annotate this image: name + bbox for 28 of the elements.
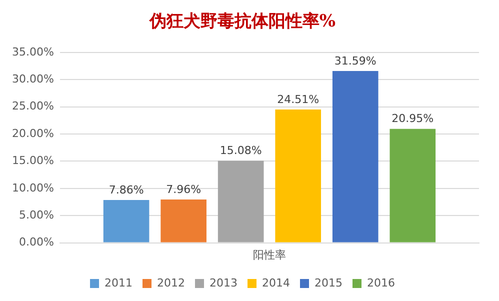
- data-label: 24.51%: [277, 92, 320, 106]
- legend-label: 2012: [157, 276, 186, 290]
- bar: [275, 109, 322, 242]
- legend-label: 2015: [314, 276, 342, 290]
- data-label: 7.86%: [108, 183, 144, 196]
- y-tick-label: 10.00%: [12, 181, 54, 194]
- bar: [103, 200, 150, 242]
- chart-title: 伪狂犬野毒抗体阳性率%: [148, 12, 336, 32]
- legend-label: 2013: [210, 276, 238, 290]
- y-tick-label: 5.00%: [18, 208, 54, 222]
- y-tick-label: 25.00%: [12, 100, 54, 113]
- y-tick-label: 20.00%: [12, 126, 54, 140]
- data-label: 7.96%: [166, 182, 202, 196]
- legend-label: 2016: [366, 276, 395, 290]
- data-label: 20.95%: [392, 112, 434, 126]
- y-tick-label: 30.00%: [12, 72, 54, 86]
- y-tick-label: 35.00%: [12, 45, 54, 58]
- bar: [390, 128, 436, 242]
- data-label: 31.59%: [334, 54, 376, 68]
- y-tick-label: 15.00%: [12, 154, 54, 168]
- bar: [218, 160, 264, 242]
- legend-label: 2014: [262, 276, 290, 290]
- x-tick-label: 阳性率: [252, 248, 286, 262]
- bar: [160, 200, 206, 242]
- data-label: 15.08%: [220, 144, 262, 158]
- legend-label: 2011: [104, 276, 133, 290]
- bar: [332, 70, 378, 242]
- y-tick-label: 0.00%: [18, 236, 54, 249]
